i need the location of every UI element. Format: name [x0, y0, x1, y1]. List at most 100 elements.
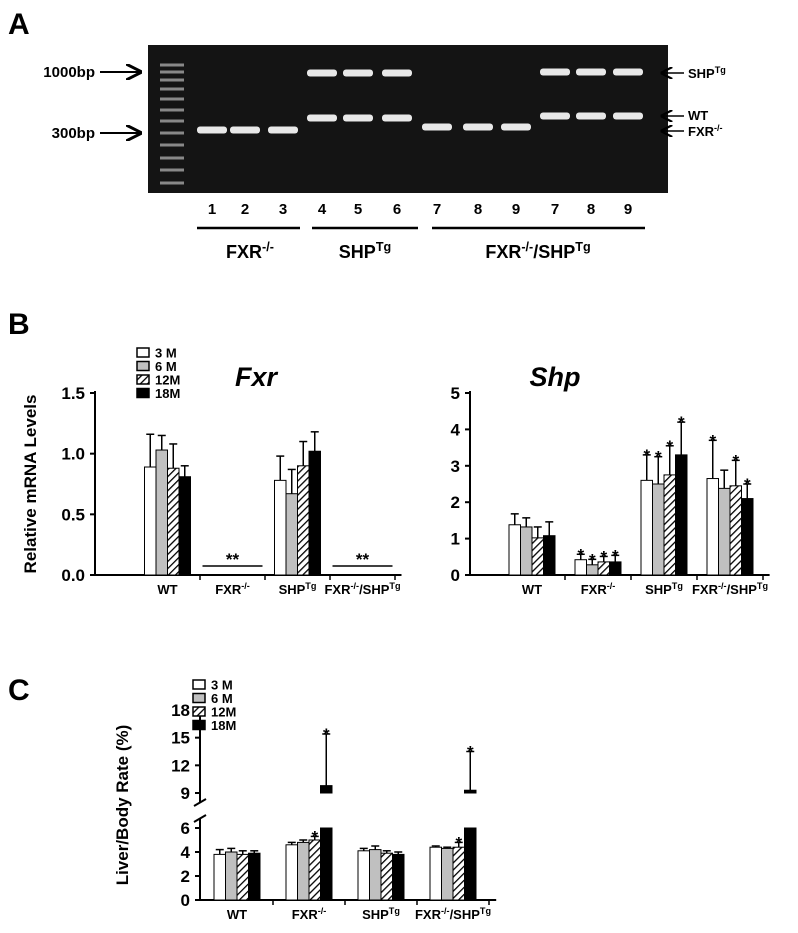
bar: [178, 476, 191, 576]
bar: [441, 847, 454, 901]
category-part: /SHP: [727, 582, 758, 597]
category-part: Tg: [305, 581, 316, 591]
bar: [308, 450, 321, 576]
category-part: Tg: [480, 906, 491, 916]
lane-label: 3: [279, 201, 287, 218]
category-part: SHP: [645, 582, 672, 597]
ladder-band: [160, 156, 184, 160]
y-tick-label: 3: [451, 457, 460, 476]
y-tick-label: 0.0: [61, 566, 85, 585]
bar: [392, 853, 405, 901]
bar: [274, 479, 287, 576]
bar: [320, 785, 333, 794]
y-tick-label: 2: [451, 493, 460, 512]
gel-band: [613, 68, 643, 76]
ladder-band: [160, 168, 184, 172]
bar: [297, 465, 310, 576]
legend-label: 12M: [155, 373, 180, 388]
lane-label: 8: [474, 201, 482, 218]
bar: [464, 827, 477, 901]
significance: **: [356, 550, 370, 569]
bar: [429, 846, 442, 901]
category-part: Tg: [389, 581, 400, 591]
panel-label: C: [8, 674, 30, 707]
lane-label: 4: [318, 201, 327, 218]
lane-label: 9: [512, 201, 520, 218]
y-tick-label: 1: [451, 530, 460, 549]
category-part: -/-: [241, 581, 250, 591]
legend-swatch: [192, 719, 206, 731]
legend-label: 3 M: [211, 678, 233, 693]
ladder-band: [160, 119, 184, 123]
x-tick-label: FXR-/-: [292, 906, 327, 922]
category-part: FXR: [692, 582, 719, 597]
legend-swatch: [136, 387, 150, 399]
legend-label: 12M: [211, 705, 236, 720]
legend-label: 6 M: [211, 691, 233, 706]
bar: [285, 493, 298, 576]
panel-label: A: [8, 8, 30, 41]
significance: *: [643, 446, 650, 465]
legend-label: 6 M: [155, 359, 177, 374]
significance: *: [600, 547, 607, 566]
significance: *: [589, 550, 596, 569]
y-tick-label: 4: [451, 420, 461, 439]
y-tick-label: 1.0: [61, 445, 85, 464]
x-tick-label: WT: [227, 907, 247, 922]
y-tick-label: 0.5: [61, 505, 85, 524]
y-tick-label: 6: [181, 819, 190, 838]
legend-swatch: [136, 360, 150, 372]
y-tick-label: 1.5: [61, 384, 85, 403]
bar: [741, 498, 754, 576]
bar: [640, 479, 653, 576]
bar: [543, 535, 556, 576]
marker-label: 300bp: [52, 125, 95, 142]
y-tick-label: 15: [171, 729, 190, 748]
y-tick-label: 4: [181, 843, 191, 862]
significance: *: [655, 448, 662, 467]
x-tick-label: SHPTg: [645, 581, 683, 597]
band-label: FXR-/-: [688, 123, 723, 139]
lane-label: 9: [624, 201, 632, 218]
bar: [718, 487, 731, 576]
significance: *: [612, 546, 619, 565]
bar: [663, 474, 676, 576]
bar: [520, 526, 533, 576]
axis-break: [193, 814, 207, 823]
bar: [236, 853, 249, 901]
marker-label: 1000bp: [43, 64, 95, 81]
category-part: WT: [522, 582, 542, 597]
band-label: SHPTg: [688, 65, 726, 81]
significance: *: [577, 545, 584, 564]
category-part: -/-: [441, 906, 450, 916]
x-tick-label: SHPTg: [279, 581, 317, 597]
bar: [213, 853, 226, 901]
axis-break: [193, 798, 207, 807]
group-label: FXR-/-/SHPTg: [485, 240, 590, 262]
gel-band: [343, 69, 373, 77]
lane-label: 6: [393, 201, 401, 218]
bar: [675, 454, 688, 576]
gel-band: [613, 112, 643, 120]
bar: [706, 478, 719, 576]
lane-label: 2: [241, 201, 249, 218]
category-part: -/-: [607, 581, 616, 591]
category-part: -/-: [350, 581, 359, 591]
gel-band: [307, 69, 337, 77]
legend-swatch: [192, 692, 206, 704]
bar: [308, 839, 321, 901]
bar: [508, 524, 521, 576]
gel-band: [576, 112, 606, 120]
gel-band: [343, 114, 373, 122]
ladder-band: [160, 87, 184, 91]
gel-band: [197, 126, 227, 134]
gel-band: [540, 68, 570, 76]
bar: [144, 466, 157, 576]
y-axis-label: Liver/Body Rate (%): [113, 725, 132, 886]
ladder-band: [160, 143, 184, 147]
category-part: /SHP: [359, 582, 390, 597]
ladder-band: [160, 97, 184, 101]
band-label: WT: [688, 108, 708, 123]
bar: [357, 850, 370, 901]
bar: [652, 483, 665, 576]
